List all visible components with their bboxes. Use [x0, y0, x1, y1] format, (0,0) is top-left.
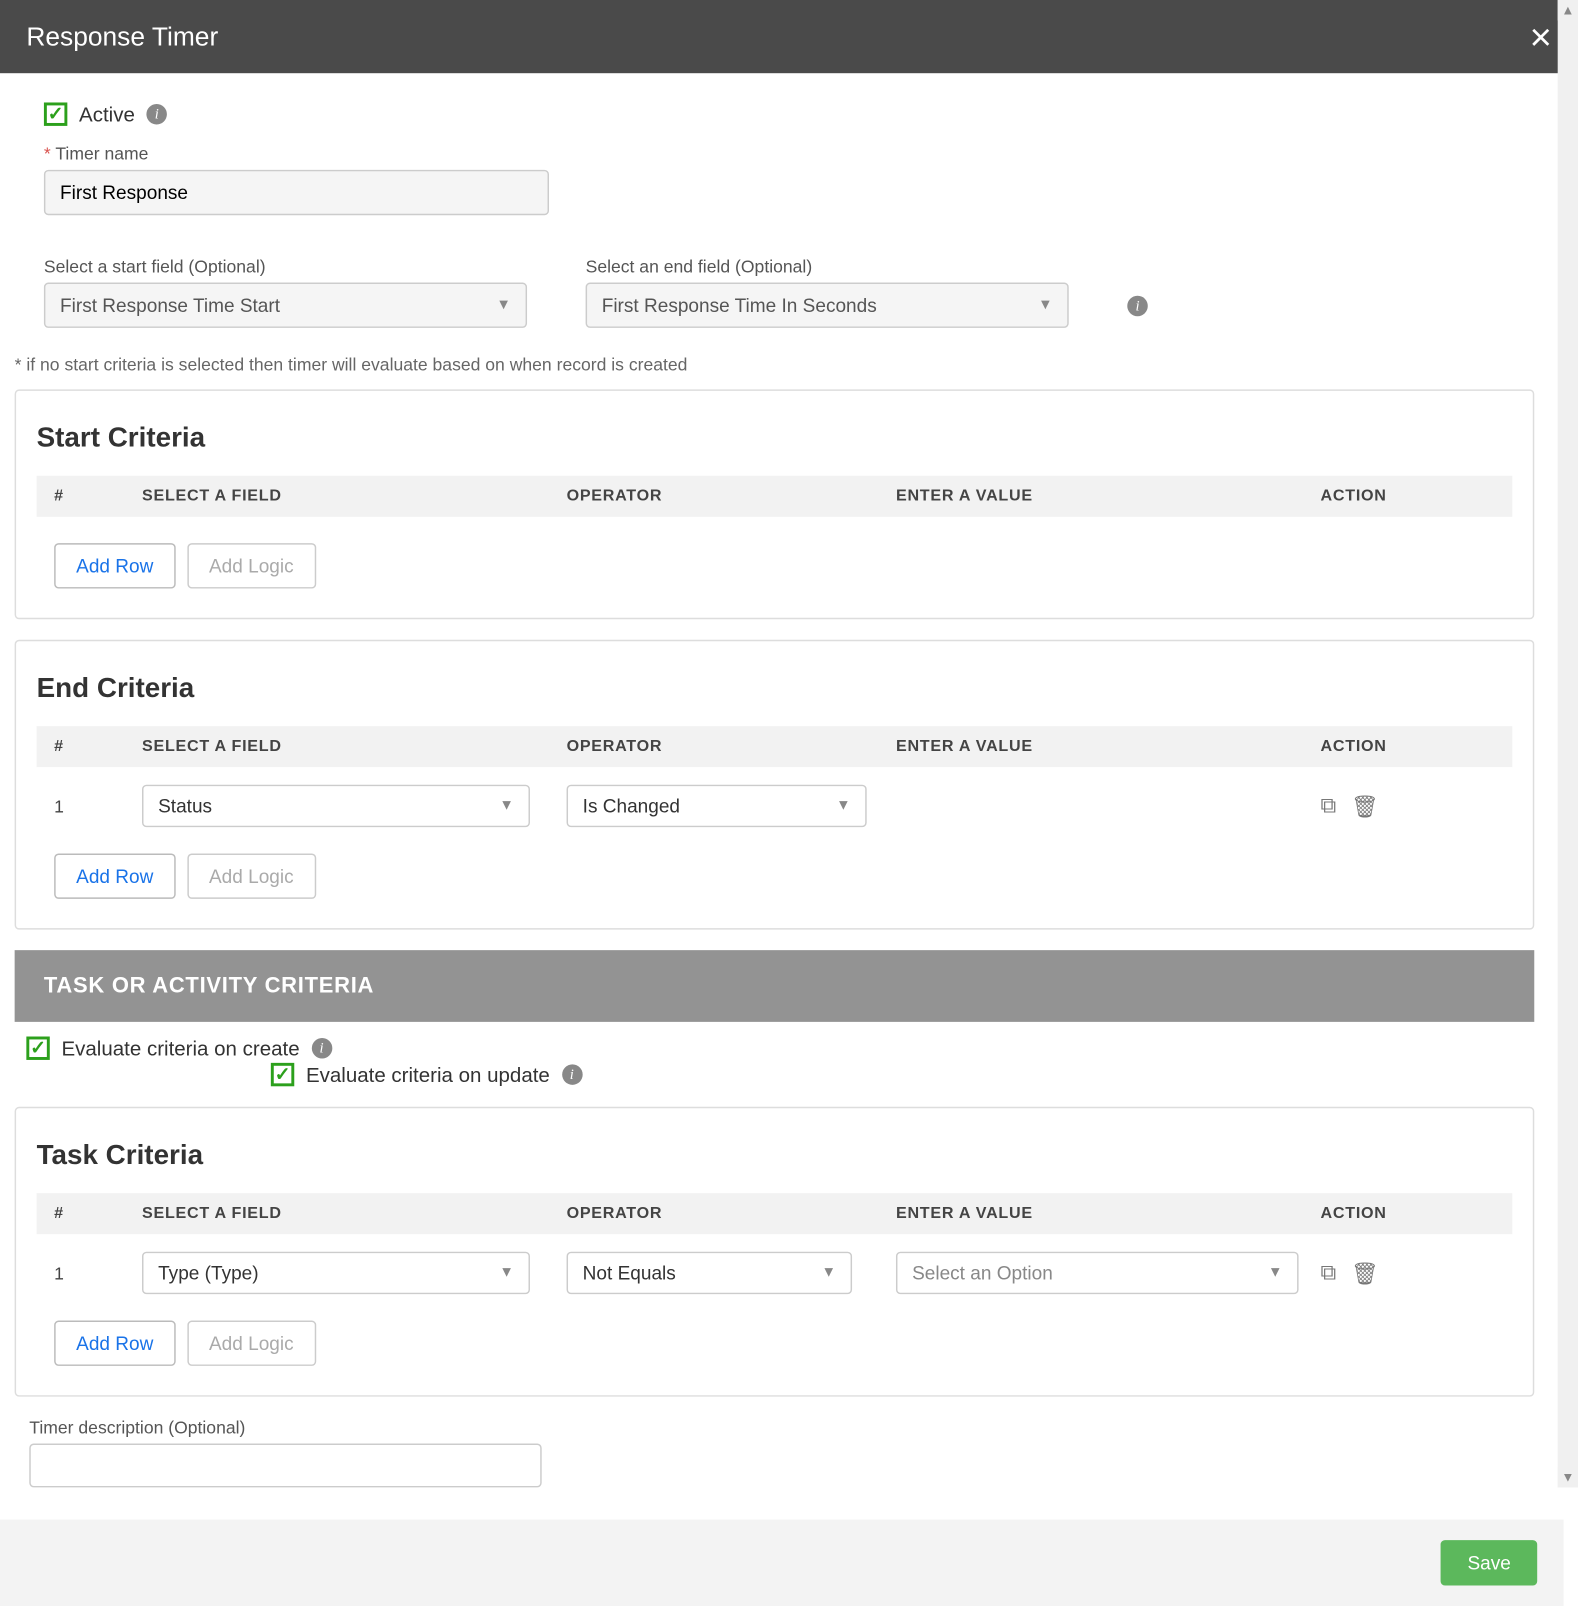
copy-icon[interactable]: ⧉: [1321, 793, 1337, 819]
chevron-down-icon: ▼: [1038, 297, 1053, 313]
end-criteria-row: 1 Status▼ Is Changed▼ ⧉ 🗑: [37, 767, 1513, 827]
chevron-down-icon: ▼: [499, 798, 514, 814]
start-field-label: Select a start field (Optional): [44, 256, 527, 276]
footer: Save: [0, 1520, 1564, 1606]
value-select[interactable]: Select an Option▼: [896, 1252, 1299, 1294]
end-field-label: Select an end field (Optional): [586, 256, 1069, 276]
chevron-down-icon: ▼: [499, 1265, 514, 1281]
eval-update-label: Evaluate criteria on update: [306, 1063, 550, 1086]
save-button[interactable]: Save: [1441, 1540, 1537, 1585]
info-icon[interactable]: i: [147, 104, 167, 124]
add-logic-button[interactable]: Add Logic: [187, 1321, 316, 1366]
task-section-header: TASK OR ACTIVITY CRITERIA: [15, 950, 1535, 1022]
end-field-select[interactable]: First Response Time In Seconds▼: [586, 283, 1069, 328]
field-select[interactable]: Status▼: [142, 785, 530, 827]
chevron-down-icon: ▼: [836, 798, 851, 814]
timer-name-label: * Timer name: [44, 143, 549, 163]
task-criteria-title: Task Criteria: [37, 1140, 1513, 1172]
add-row-button[interactable]: Add Row: [54, 543, 175, 588]
delete-icon[interactable]: 🗑: [1351, 1260, 1379, 1286]
active-checkbox-row: ✓ Active i: [44, 102, 1534, 125]
eval-create-label: Evaluate criteria on create: [61, 1037, 299, 1060]
info-icon[interactable]: i: [311, 1038, 331, 1058]
chevron-down-icon: ▼: [821, 1265, 836, 1281]
field-select[interactable]: Type (Type)▼: [142, 1252, 530, 1294]
active-label: Active: [79, 102, 135, 125]
criteria-note: * if no start criteria is selected then …: [15, 354, 1535, 374]
add-row-button[interactable]: Add Row: [54, 1321, 175, 1366]
add-logic-button[interactable]: Add Logic: [187, 543, 316, 588]
scroll-down-icon[interactable]: ▼: [1558, 1467, 1578, 1487]
info-icon[interactable]: i: [562, 1064, 582, 1084]
description-input[interactable]: [29, 1444, 541, 1488]
row-number: 1: [54, 1263, 142, 1283]
eval-update-row: ✓ Evaluate criteria on update i: [271, 1063, 1534, 1086]
chevron-down-icon: ▼: [496, 297, 511, 313]
active-checkbox[interactable]: ✓: [44, 102, 67, 125]
add-logic-button[interactable]: Add Logic: [187, 854, 316, 899]
modal-header: Response Timer ×: [0, 0, 1578, 73]
modal-title: Response Timer: [26, 21, 218, 52]
start-field-select[interactable]: First Response Time Start▼: [44, 283, 527, 328]
task-criteria-row: 1 Type (Type)▼ Not Equals▼ Select an Opt…: [37, 1234, 1513, 1294]
close-icon[interactable]: ×: [1530, 18, 1552, 56]
end-criteria-box: End Criteria # SELECT A FIELD OPERATOR E…: [15, 640, 1535, 930]
scroll-up-icon[interactable]: ▲: [1558, 0, 1578, 20]
eval-create-row: ✓ Evaluate criteria on create i: [26, 1037, 1534, 1060]
description-label: Timer description (Optional): [29, 1417, 1534, 1437]
end-criteria-title: End Criteria: [37, 673, 1513, 705]
chevron-down-icon: ▼: [1268, 1265, 1283, 1281]
criteria-header: # SELECT A FIELD OPERATOR ENTER A VALUE …: [37, 726, 1513, 767]
copy-icon[interactable]: ⧉: [1321, 1260, 1337, 1286]
add-row-button[interactable]: Add Row: [54, 854, 175, 899]
task-criteria-box: Task Criteria # SELECT A FIELD OPERATOR …: [15, 1107, 1535, 1397]
start-criteria-title: Start Criteria: [37, 423, 1513, 455]
eval-create-checkbox[interactable]: ✓: [26, 1037, 49, 1060]
scrollbar[interactable]: [1558, 0, 1578, 1487]
criteria-header: # SELECT A FIELD OPERATOR ENTER A VALUE …: [37, 1193, 1513, 1234]
criteria-header: # SELECT A FIELD OPERATOR ENTER A VALUE …: [37, 476, 1513, 517]
operator-select[interactable]: Not Equals▼: [567, 1252, 852, 1294]
info-icon[interactable]: i: [1127, 296, 1147, 316]
timer-name-input[interactable]: [44, 170, 549, 215]
row-number: 1: [54, 796, 142, 816]
eval-update-checkbox[interactable]: ✓: [271, 1063, 294, 1086]
start-criteria-box: Start Criteria # SELECT A FIELD OPERATOR…: [15, 389, 1535, 619]
delete-icon[interactable]: 🗑: [1351, 793, 1379, 819]
operator-select[interactable]: Is Changed▼: [567, 785, 867, 827]
